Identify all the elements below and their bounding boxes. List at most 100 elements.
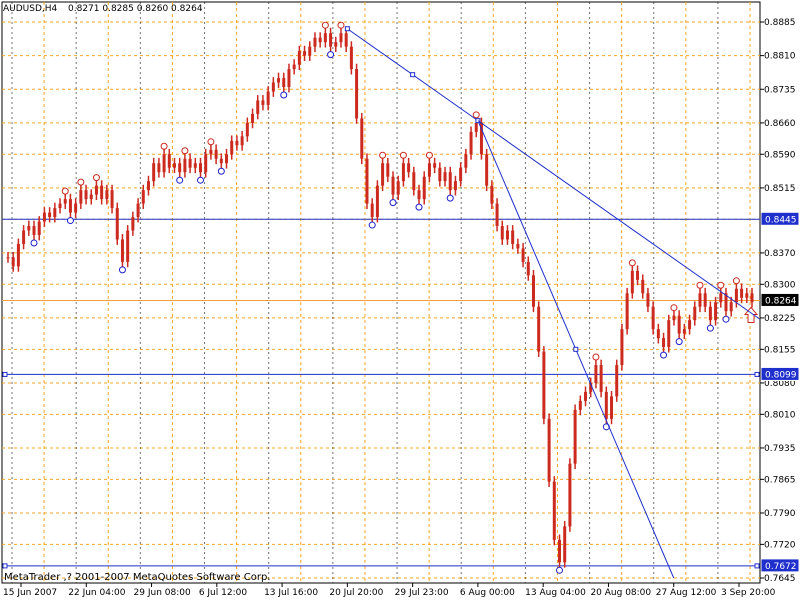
price-axis: 0.8885 0.8810 0.8735 0.8660 0.8590 0.8515 0.84…: [760, 18, 800, 584]
candle-body: [27, 226, 31, 231]
trendline-handle[interactable]: [573, 346, 579, 352]
candle-body: [599, 365, 603, 392]
price-tag: [760, 366, 800, 381]
candle-body: [719, 293, 723, 303]
candle-body: [37, 221, 41, 235]
candle-body: [745, 293, 749, 298]
chart-trendlines[interactable]: [344, 26, 761, 579]
down-fractal-marker: [368, 221, 376, 229]
trendline-handle[interactable]: [344, 26, 350, 32]
candle-body: [750, 293, 754, 303]
y-tick-label: 0.7645: [764, 574, 796, 584]
candle-body: [557, 539, 561, 563]
candle-body: [459, 167, 463, 182]
down-fractal-marker: [118, 266, 126, 274]
up-fractal-marker: [337, 21, 345, 29]
candle-body: [48, 212, 52, 218]
candle-body: [162, 154, 166, 173]
candle-body: [240, 136, 244, 146]
candle-body: [573, 409, 577, 464]
line-handle[interactable]: [754, 371, 760, 377]
candle-body: [740, 288, 744, 298]
candle-body: [183, 158, 187, 173]
candle-body: [662, 338, 666, 348]
trendline-handle[interactable]: [410, 72, 416, 78]
candle-body: [89, 194, 93, 200]
candle-body: [578, 400, 582, 410]
candle-body: [251, 113, 255, 123]
candle-body: [391, 176, 395, 195]
candle-body: [126, 230, 130, 262]
up-fractal-marker: [592, 353, 600, 361]
up-fractal-marker: [160, 142, 168, 150]
down-fractal-marker: [660, 351, 668, 359]
candle-body: [79, 190, 83, 204]
price-tag-label: 0.8445: [765, 215, 797, 225]
candle-body: [714, 302, 718, 321]
candle-body: [693, 306, 697, 321]
y-tick-label: 0.8010: [764, 410, 796, 420]
candle-body: [427, 163, 431, 177]
line-handle[interactable]: [2, 371, 8, 377]
candle-body: [568, 463, 572, 527]
candle-body: [297, 51, 301, 65]
candle-body: [157, 163, 161, 173]
x-tick-label: 13 Jul 16:00: [264, 588, 318, 598]
y-tick-label: 0.8155: [764, 345, 796, 355]
candle-body: [516, 243, 520, 249]
down-fractal-marker: [555, 566, 563, 574]
down-fractal-marker: [722, 315, 730, 323]
candle-body: [318, 37, 322, 43]
y-tick-label: 0.8660: [764, 119, 796, 129]
candle-body: [141, 190, 145, 204]
candle-body: [230, 140, 234, 155]
candle-body: [53, 208, 57, 218]
candle-body: [16, 243, 20, 267]
candle-body: [688, 320, 692, 330]
down-fractal-marker: [415, 203, 423, 211]
price-tag: [760, 211, 800, 226]
time-axis: 15 Jun 2007 22 Jun 04:00 29 Jun 08:00 6 Jul…: [3, 583, 776, 598]
candle-body: [235, 140, 239, 146]
up-fractal-marker: [628, 259, 636, 267]
candle-body: [698, 293, 702, 307]
y-tick-label: 0.8300: [764, 280, 796, 290]
y-tick-label: 0.8515: [764, 184, 796, 194]
candle-body: [552, 481, 556, 540]
candle-body: [188, 158, 192, 168]
candle-body: [620, 329, 624, 366]
candle-body: [505, 230, 509, 240]
x-tick-label: 29 Jun 08:00: [134, 588, 191, 598]
candle-body: [199, 163, 203, 173]
x-tick-label: 22 Jun 04:00: [68, 588, 125, 598]
candle-body: [448, 172, 452, 191]
down-fractal-marker: [389, 199, 397, 207]
candle-body: [474, 122, 478, 132]
line-handle[interactable]: [754, 563, 760, 569]
candle-body: [22, 230, 26, 244]
y-tick-label: 0.7720: [764, 540, 796, 550]
candle-body: [6, 257, 10, 259]
up-fractal-marker: [670, 304, 678, 312]
down-fractal-marker: [280, 91, 288, 99]
up-fractal-marker: [717, 281, 725, 289]
price-tag: [760, 558, 800, 573]
trendline-ray[interactable]: [477, 120, 761, 320]
candle-body: [615, 365, 619, 397]
ohlc-values: 0.8271 0.8285 0.8260 0.8264: [68, 4, 203, 14]
x-tick-label: 3 Sep 20:00: [721, 588, 776, 598]
candle-body: [277, 78, 281, 83]
candle-body: [521, 248, 525, 262]
down-fractal-marker: [66, 217, 74, 225]
line-handle[interactable]: [2, 563, 8, 569]
candle-body: [396, 181, 400, 195]
candle-body: [381, 163, 385, 186]
candle-body: [531, 275, 535, 307]
candle-body: [115, 208, 119, 240]
candle-body: [490, 185, 494, 204]
x-tick-label: 15 Jun 2007: [3, 588, 57, 598]
y-tick-label: 0.8810: [764, 52, 796, 62]
up-fractal-marker: [732, 277, 740, 285]
candle-body: [303, 51, 307, 56]
